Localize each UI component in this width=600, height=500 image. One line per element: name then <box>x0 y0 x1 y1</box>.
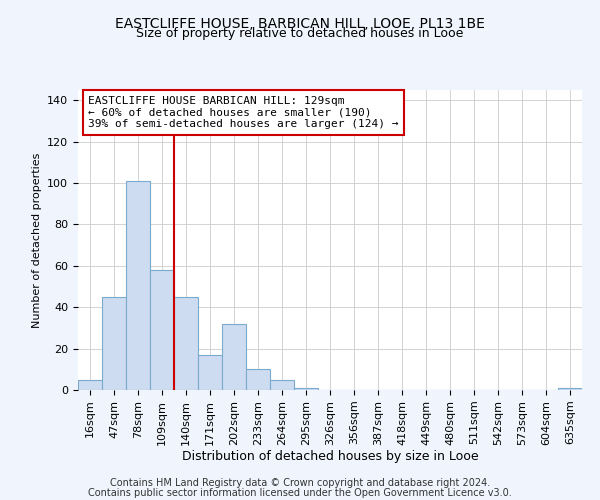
X-axis label: Distribution of detached houses by size in Looe: Distribution of detached houses by size … <box>182 450 478 464</box>
Y-axis label: Number of detached properties: Number of detached properties <box>32 152 41 328</box>
Bar <box>294 388 318 390</box>
Text: Size of property relative to detached houses in Looe: Size of property relative to detached ho… <box>136 28 464 40</box>
Bar <box>78 380 102 390</box>
Bar <box>558 388 582 390</box>
Text: Contains HM Land Registry data © Crown copyright and database right 2024.: Contains HM Land Registry data © Crown c… <box>110 478 490 488</box>
Bar <box>198 355 222 390</box>
Bar <box>270 380 294 390</box>
Bar <box>150 270 174 390</box>
Bar <box>126 181 150 390</box>
Bar <box>222 324 246 390</box>
Bar <box>246 370 270 390</box>
Text: EASTCLIFFE HOUSE BARBICAN HILL: 129sqm
← 60% of detached houses are smaller (190: EASTCLIFFE HOUSE BARBICAN HILL: 129sqm ←… <box>88 96 398 129</box>
Text: EASTCLIFFE HOUSE, BARBICAN HILL, LOOE, PL13 1BE: EASTCLIFFE HOUSE, BARBICAN HILL, LOOE, P… <box>115 18 485 32</box>
Bar <box>174 297 198 390</box>
Bar <box>102 297 126 390</box>
Text: Contains public sector information licensed under the Open Government Licence v3: Contains public sector information licen… <box>88 488 512 498</box>
